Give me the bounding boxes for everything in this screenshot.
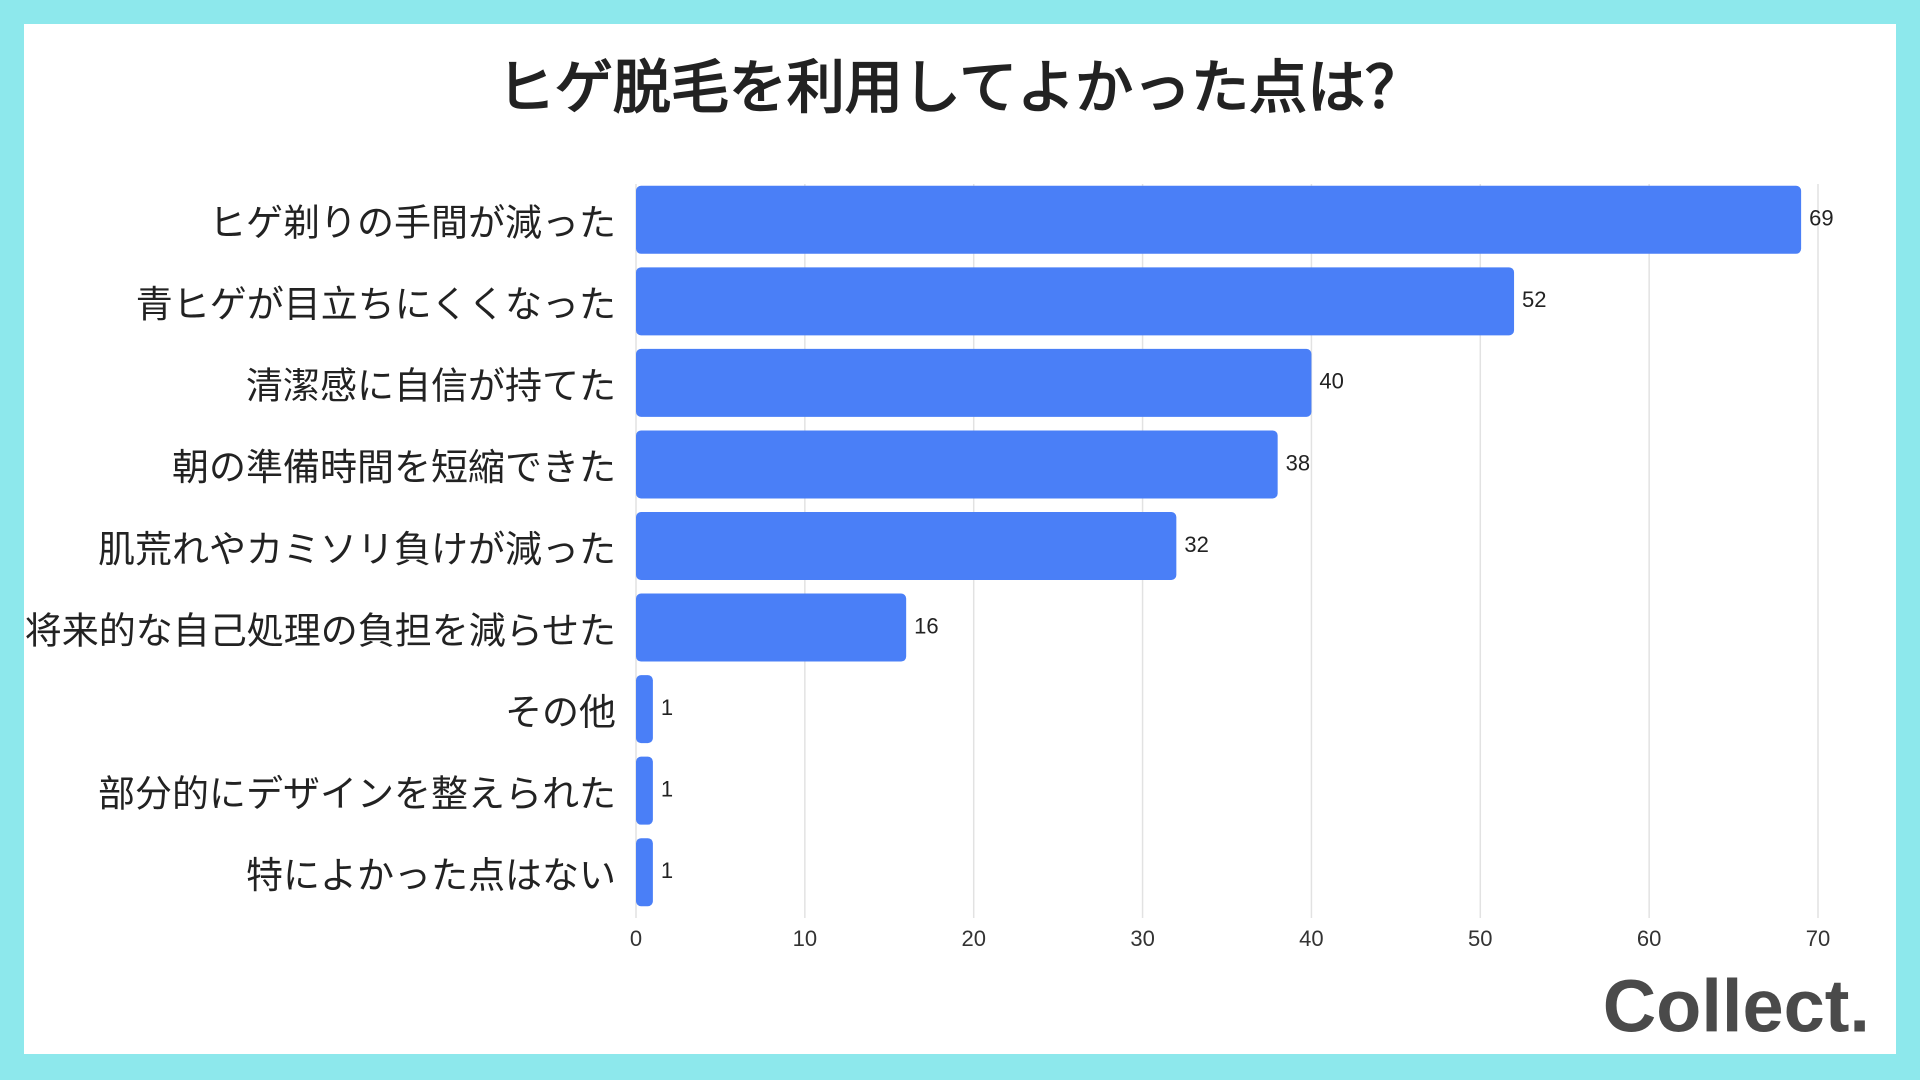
x-tick-label: 0 (630, 926, 642, 951)
bar (636, 348, 1312, 417)
y-tick-label: その他 (505, 692, 616, 733)
value-label: 32 (1184, 532, 1208, 557)
value-label: 52 (1522, 287, 1546, 312)
brand-logo: Collect. (1603, 965, 1870, 1048)
bar (636, 593, 907, 662)
x-tick-label: 20 (961, 926, 985, 951)
bar (636, 267, 1515, 336)
y-tick-label: 部分的にデザインを整えられた (98, 773, 616, 814)
x-tick-label: 60 (1637, 926, 1661, 951)
x-tick-label: 70 (1806, 926, 1830, 951)
y-tick-label: 将来的な自己処理の負担を減らせた (25, 610, 616, 651)
y-tick-label: 朝の準備時間を短縮できた (172, 447, 616, 488)
y-tick-label: 肌荒れやカミソリ負けが減った (98, 529, 616, 570)
bar (636, 185, 1802, 254)
value-label: 69 (1809, 206, 1833, 231)
value-label: 40 (1319, 369, 1343, 394)
bar (636, 430, 1278, 499)
value-label: 1 (661, 695, 673, 720)
value-label: 38 (1286, 450, 1310, 475)
value-label: 1 (661, 776, 673, 801)
y-tick-label: 特によかった点はない (246, 855, 616, 896)
x-tick-label: 10 (793, 926, 817, 951)
y-tick-label: ヒゲ剃りの手間が減った (209, 203, 616, 244)
bar (636, 838, 653, 907)
bar (636, 512, 1177, 580)
value-label: 1 (661, 858, 673, 883)
value-label: 16 (914, 613, 938, 638)
x-tick-label: 30 (1130, 926, 1154, 951)
y-tick-label: 清潔感に自信が持てた (246, 366, 616, 407)
bar (636, 675, 653, 744)
chart-title: ヒゲ脱毛を利用してよかった点は？ (497, 55, 1423, 120)
x-tick-label: 50 (1468, 926, 1492, 951)
x-tick-label: 40 (1299, 926, 1323, 951)
y-tick-label: 青ヒゲが目立ちにくくなった (136, 284, 616, 325)
bar (636, 756, 653, 825)
